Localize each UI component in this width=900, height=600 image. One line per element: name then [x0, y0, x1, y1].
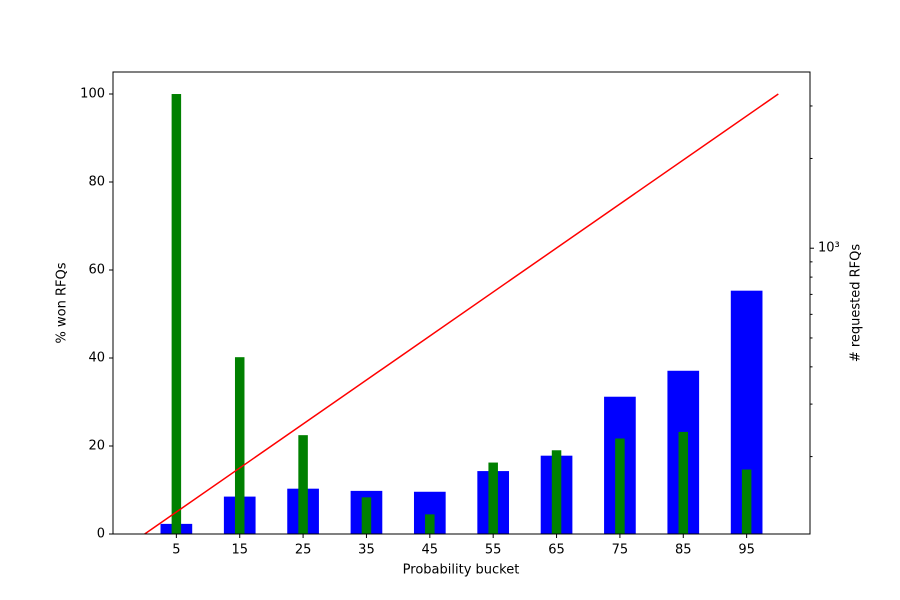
bar: [298, 435, 308, 534]
y-tick-label: 20: [88, 439, 105, 454]
y-tick-label: 60: [88, 263, 105, 278]
x-tick-label: 15: [231, 543, 248, 558]
x-axis-label: Probability bucket: [403, 563, 520, 578]
line: [144, 93, 779, 535]
y-tick-label: 0: [97, 527, 105, 542]
bar: [615, 438, 625, 534]
bar: [234, 357, 245, 534]
y2-tick-label: 10³: [818, 241, 840, 256]
x-tick-label: 5: [172, 543, 180, 558]
x-tick-label: 85: [675, 543, 692, 558]
bar: [741, 469, 752, 534]
y-tick-label: 80: [88, 175, 105, 190]
y-tick-label: 40: [88, 351, 105, 366]
x-tick-label: 45: [422, 543, 439, 558]
bar: [551, 450, 562, 534]
bar: [171, 94, 182, 534]
bar: [488, 462, 498, 534]
bar: [361, 497, 372, 534]
x-tick-label: 65: [548, 543, 565, 558]
x-tick-label: 95: [738, 543, 755, 558]
y-tick-label: 100: [80, 87, 105, 102]
plot-frame: [112, 71, 811, 535]
x-tick-label: 55: [485, 543, 502, 558]
bar: [425, 514, 435, 534]
x-tick-label: 25: [295, 543, 312, 558]
bar: [678, 431, 689, 534]
y-axis-label: % won RFQs: [55, 262, 70, 343]
y2-axis-label: # requested RFQs: [849, 244, 864, 363]
x-tick-label: 35: [358, 543, 375, 558]
x-tick-label: 75: [612, 543, 629, 558]
